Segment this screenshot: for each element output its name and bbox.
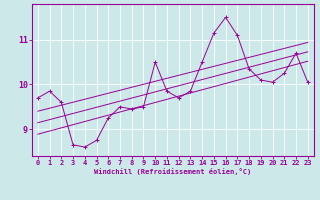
X-axis label: Windchill (Refroidissement éolien,°C): Windchill (Refroidissement éolien,°C) [94, 168, 252, 175]
